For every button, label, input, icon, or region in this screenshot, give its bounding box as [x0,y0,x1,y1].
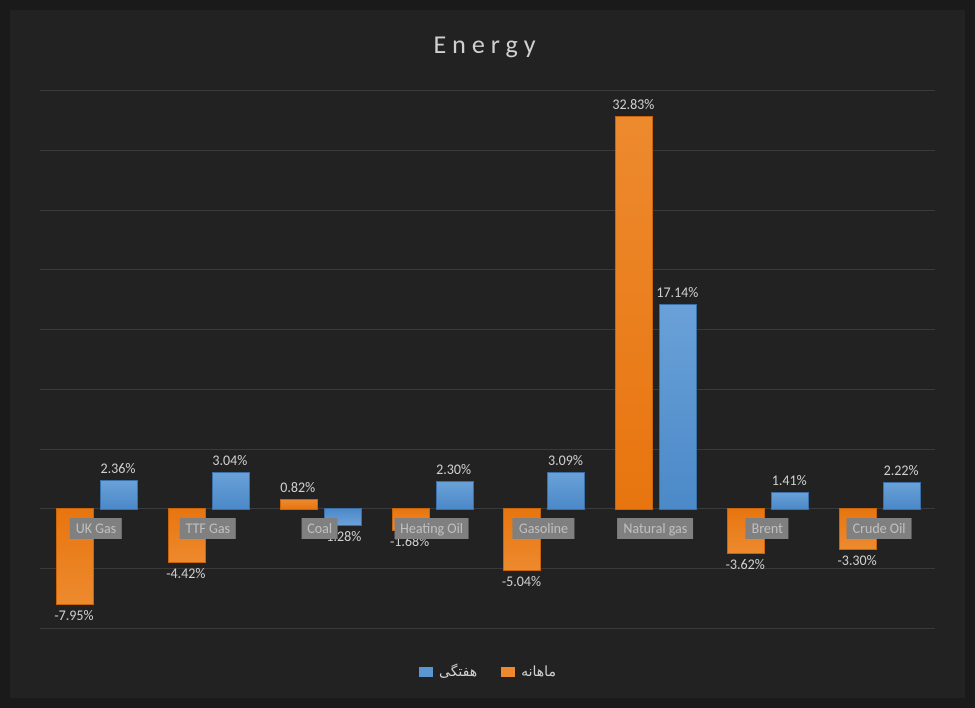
value-label-monthly-0: -7.95% [54,607,93,624]
legend-label-weekly: هفتگی [439,663,477,680]
legend-item-weekly: هفتگی [419,663,477,680]
legend-swatch-blue [419,667,433,677]
value-label-weekly-1: 3.04% [212,452,247,469]
bar-weekly-5 [659,304,697,511]
bar-weekly-1 [212,472,250,510]
grid-line [40,210,935,211]
grid-line [40,628,935,629]
value-label-weekly-6: 1.41% [772,472,807,489]
value-label-monthly-4: -5.04% [502,573,541,590]
bar-monthly-2 [280,499,318,511]
grid-line [40,389,935,390]
bar-weekly-3 [436,481,474,510]
value-label-weekly-3: 2.30% [436,461,471,478]
grid-line [40,269,935,270]
chart-inner: Energy -7.95% 2.36% UK Gas -4.42% 3.04% TTF G… [10,10,965,698]
category-label-0: UK Gas [70,518,122,539]
value-label-monthly-1: -4.42% [166,565,205,582]
legend: هفتگی ماهانه [10,663,965,680]
bar-weekly-0 [100,480,138,510]
grid-line [40,90,935,91]
grid-line [40,329,935,330]
value-label-monthly-6: -3.62% [726,556,765,573]
plot-area: -7.95% 2.36% UK Gas -4.42% 3.04% TTF Gas 0.82%… [40,90,935,628]
grid-line [40,449,935,450]
category-label-3: Heating Oil [394,518,469,539]
category-label-1: TTF Gas [180,518,236,539]
category-label-5: Natural gas [617,518,693,539]
value-label-monthly-2: 0.82% [280,479,315,496]
bar-monthly-5 [615,116,653,511]
bar-weekly-6 [771,492,809,511]
bar-weekly-4 [547,472,585,511]
value-label-weekly-7: 2.22% [884,462,919,479]
category-label-2: Coal [301,518,338,539]
value-label-monthly-7: -3.30% [838,552,877,569]
value-label-weekly-0: 2.36% [101,460,136,477]
chart-title: Energy [10,28,965,60]
value-label-weekly-5: 17.14% [656,284,698,301]
legend-swatch-orange [501,667,515,677]
chart-outer: Energy -7.95% 2.36% UK Gas -4.42% 3.04% TTF G… [0,0,975,708]
value-label-weekly-4: 3.09% [548,452,583,469]
bar-weekly-7 [883,482,921,511]
grid-line [40,150,935,151]
category-label-6: Brent [746,518,789,539]
legend-item-monthly: ماهانه [501,663,556,680]
category-label-7: Crude Oil [847,518,912,539]
value-label-monthly-5: 32.83% [612,96,654,113]
category-label-4: Gasoline [513,518,574,539]
legend-label-monthly: ماهانه [521,663,556,680]
